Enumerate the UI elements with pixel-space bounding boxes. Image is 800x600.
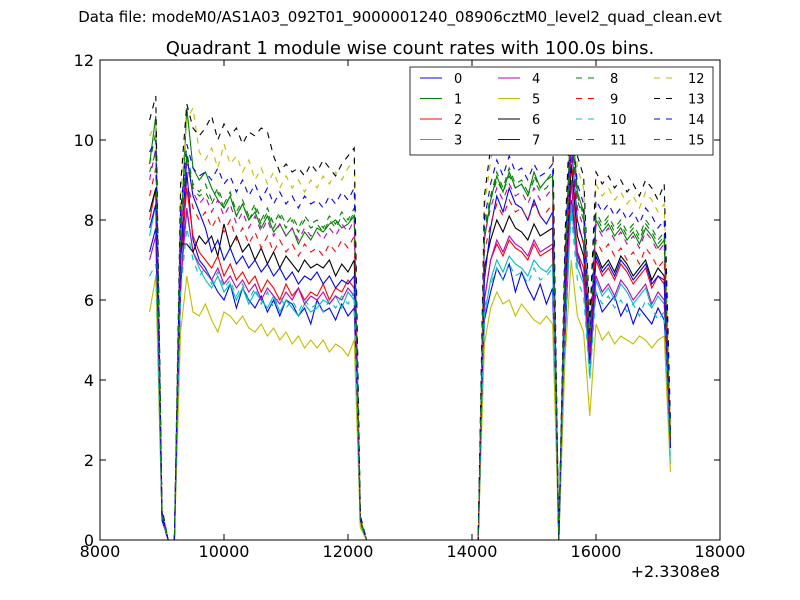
figure-suptitle: Data file: modeM0/AS1A03_092T01_90000012…: [78, 8, 722, 26]
series-line-15: [149, 131, 671, 541]
legend-box: [409, 66, 714, 156]
y-tick-label: 10: [74, 131, 94, 150]
y-tick-label: 2: [84, 451, 94, 470]
legend-label: 5: [532, 93, 540, 108]
legend-label: 13: [688, 93, 705, 108]
legend-label: 6: [532, 113, 540, 128]
legend-label: 14: [688, 113, 705, 128]
x-tick-label: 16000: [571, 542, 622, 561]
series-line-13: [149, 83, 671, 541]
y-tick-label: 8: [84, 211, 94, 230]
legend-label: 15: [688, 134, 705, 149]
series-line-0: [149, 171, 671, 541]
legend-label: 7: [532, 134, 540, 149]
series-line-9: [149, 155, 671, 541]
legend-label: 1: [454, 93, 462, 108]
legend-label: 3: [454, 134, 462, 149]
legend-label: 12: [688, 72, 705, 87]
legend-label: 8: [610, 72, 618, 87]
legend-label: 2: [454, 113, 462, 128]
series-lines: [149, 83, 671, 541]
legend-label: 10: [610, 113, 627, 128]
y-tick-label: 4: [84, 371, 94, 390]
x-tick-label: 10000: [199, 542, 250, 561]
x-offset-label: +2.3308e8: [631, 562, 720, 581]
series-line-14: [149, 115, 671, 541]
legend-label: 4: [532, 72, 540, 87]
series-line-4: [149, 179, 671, 541]
legend-label: 0: [454, 72, 462, 87]
series-line-11: [149, 139, 671, 541]
legend-label: 9: [610, 93, 618, 108]
series-line-12: [149, 91, 671, 541]
x-tick-label: 12000: [323, 542, 374, 561]
x-tick-label: 14000: [447, 542, 498, 561]
series-line-10: [149, 211, 671, 541]
series-line-2: [149, 179, 671, 541]
y-tick-label: 0: [84, 531, 94, 550]
y-tick-label: 6: [84, 291, 94, 310]
x-tick-label: 18000: [695, 542, 746, 561]
y-tick-label: 12: [74, 51, 94, 70]
chart-title: Quadrant 1 module wise count rates with …: [166, 38, 655, 59]
x-tick-label: 8000: [80, 542, 121, 561]
series-line-5: [149, 259, 671, 541]
legend-label: 11: [610, 134, 627, 149]
